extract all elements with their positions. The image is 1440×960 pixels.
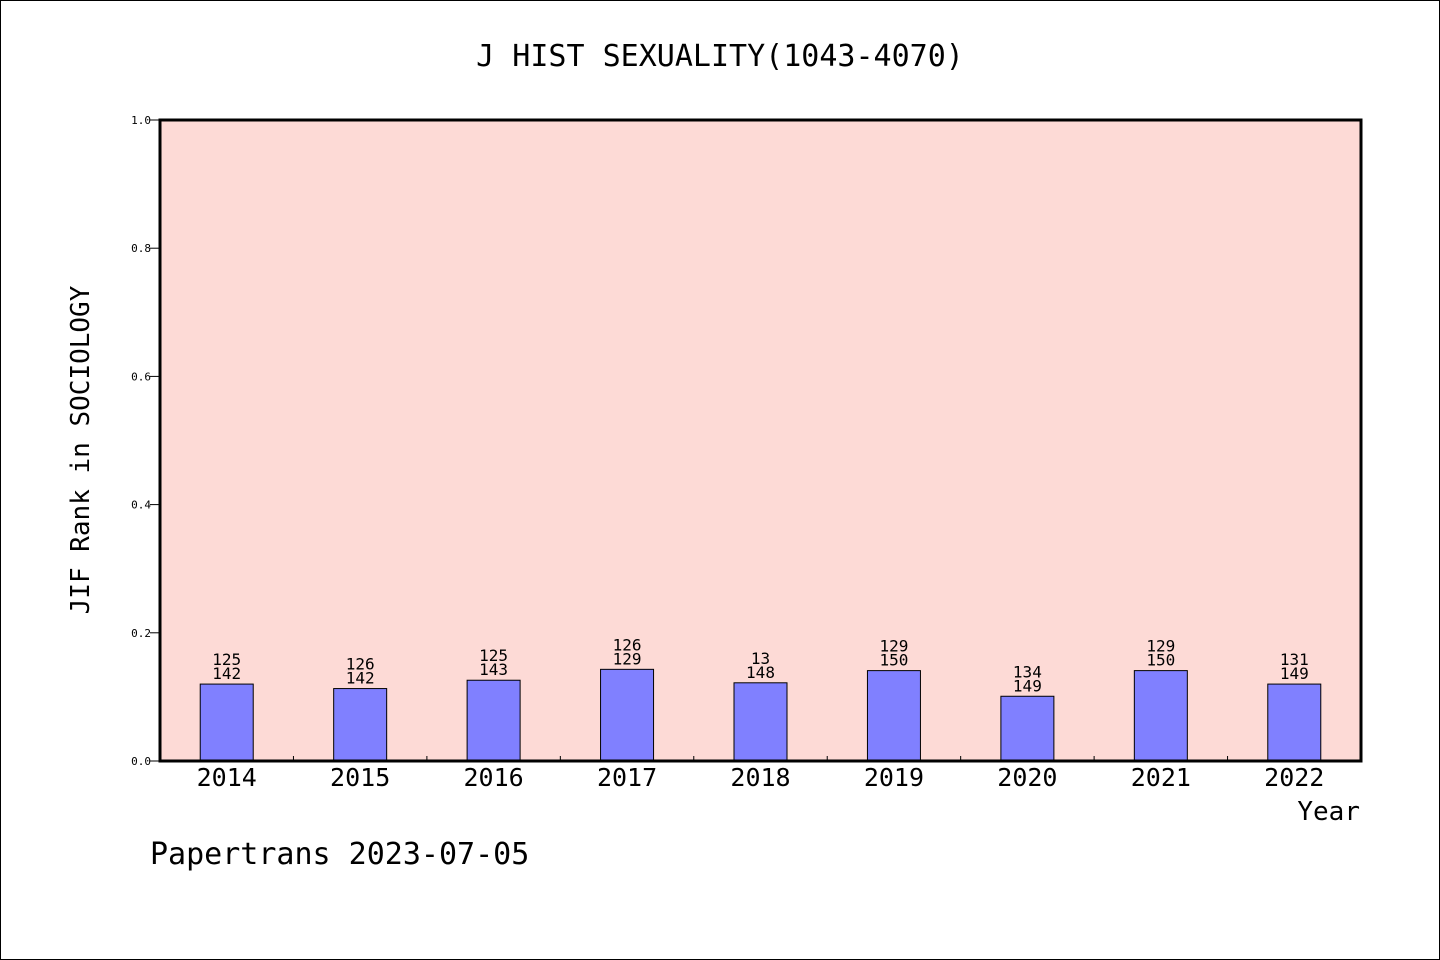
y-tick-label: 1.0 — [131, 114, 151, 127]
x-tick-label: 2018 — [730, 763, 790, 792]
y-tick-label: 0.2 — [131, 627, 151, 640]
bar-label-rank: 125 — [479, 646, 508, 665]
bar-label-rank: 126 — [346, 655, 375, 674]
x-axis-label: Year — [1297, 797, 1360, 827]
bar-label-total: 149 — [1013, 676, 1042, 695]
bar-label-total: 149 — [1280, 664, 1309, 683]
bar-label-rank: 126 — [613, 635, 642, 654]
x-axis: 2014 2015 2016 2017 2018 2019 2020 2021 2022 — [197, 756, 1324, 792]
x-tick-label: 2019 — [864, 763, 924, 792]
bar-label-total: 142 — [212, 664, 241, 683]
y-axis-label: JIF Rank in SOCIOLOGY — [66, 285, 96, 614]
x-tick-label: 2015 — [330, 763, 390, 792]
y-tick-label: 0.6 — [131, 370, 151, 383]
bar-label-rank: 13 — [751, 649, 770, 668]
bar-label-total: 129 — [613, 649, 642, 668]
y-tick-label: 0.8 — [131, 242, 151, 255]
y-tick-label: 0.0 — [131, 755, 151, 768]
x-tick-label: 2017 — [597, 763, 657, 792]
bar-label-rank: 134 — [1013, 662, 1042, 681]
bar — [466, 679, 521, 762]
y-tick-label: 0.4 — [131, 499, 151, 512]
plot-area — [160, 120, 1361, 761]
x-tick-label: 2022 — [1264, 763, 1324, 792]
x-tick-label: 2020 — [997, 763, 1057, 792]
bar-label-total: 143 — [479, 660, 508, 679]
bar-label-total: 150 — [1146, 651, 1175, 670]
plot-border — [158, 118, 1363, 763]
x-tick-label: 2016 — [464, 763, 524, 792]
x-tick-label: 2014 — [197, 763, 257, 792]
bar — [1133, 670, 1188, 762]
bar — [1000, 695, 1055, 762]
bar-label-rank: 129 — [879, 637, 908, 656]
bar — [600, 668, 655, 762]
bar-label-total: 148 — [746, 663, 775, 682]
bars-layer — [199, 668, 1322, 762]
chart-title: J HIST SEXUALITY(1043-4070) — [476, 39, 964, 74]
bar-label-rank: 131 — [1280, 650, 1309, 669]
bar-label-rank: 125 — [212, 650, 241, 669]
bar — [333, 688, 388, 762]
bar-label-rank: 129 — [1146, 637, 1175, 656]
bar — [199, 683, 254, 762]
bar-label-total: 150 — [879, 651, 908, 670]
bar-label-total: 142 — [346, 669, 375, 688]
footer-watermark: Papertrans 2023-07-05 — [150, 837, 529, 872]
y-axis: 0.0 0.2 0.4 0.6 0.8 1.0 — [131, 114, 160, 768]
bar — [866, 670, 921, 762]
bar — [733, 682, 788, 762]
x-tick-label: 2021 — [1131, 763, 1191, 792]
bar — [1267, 683, 1322, 762]
